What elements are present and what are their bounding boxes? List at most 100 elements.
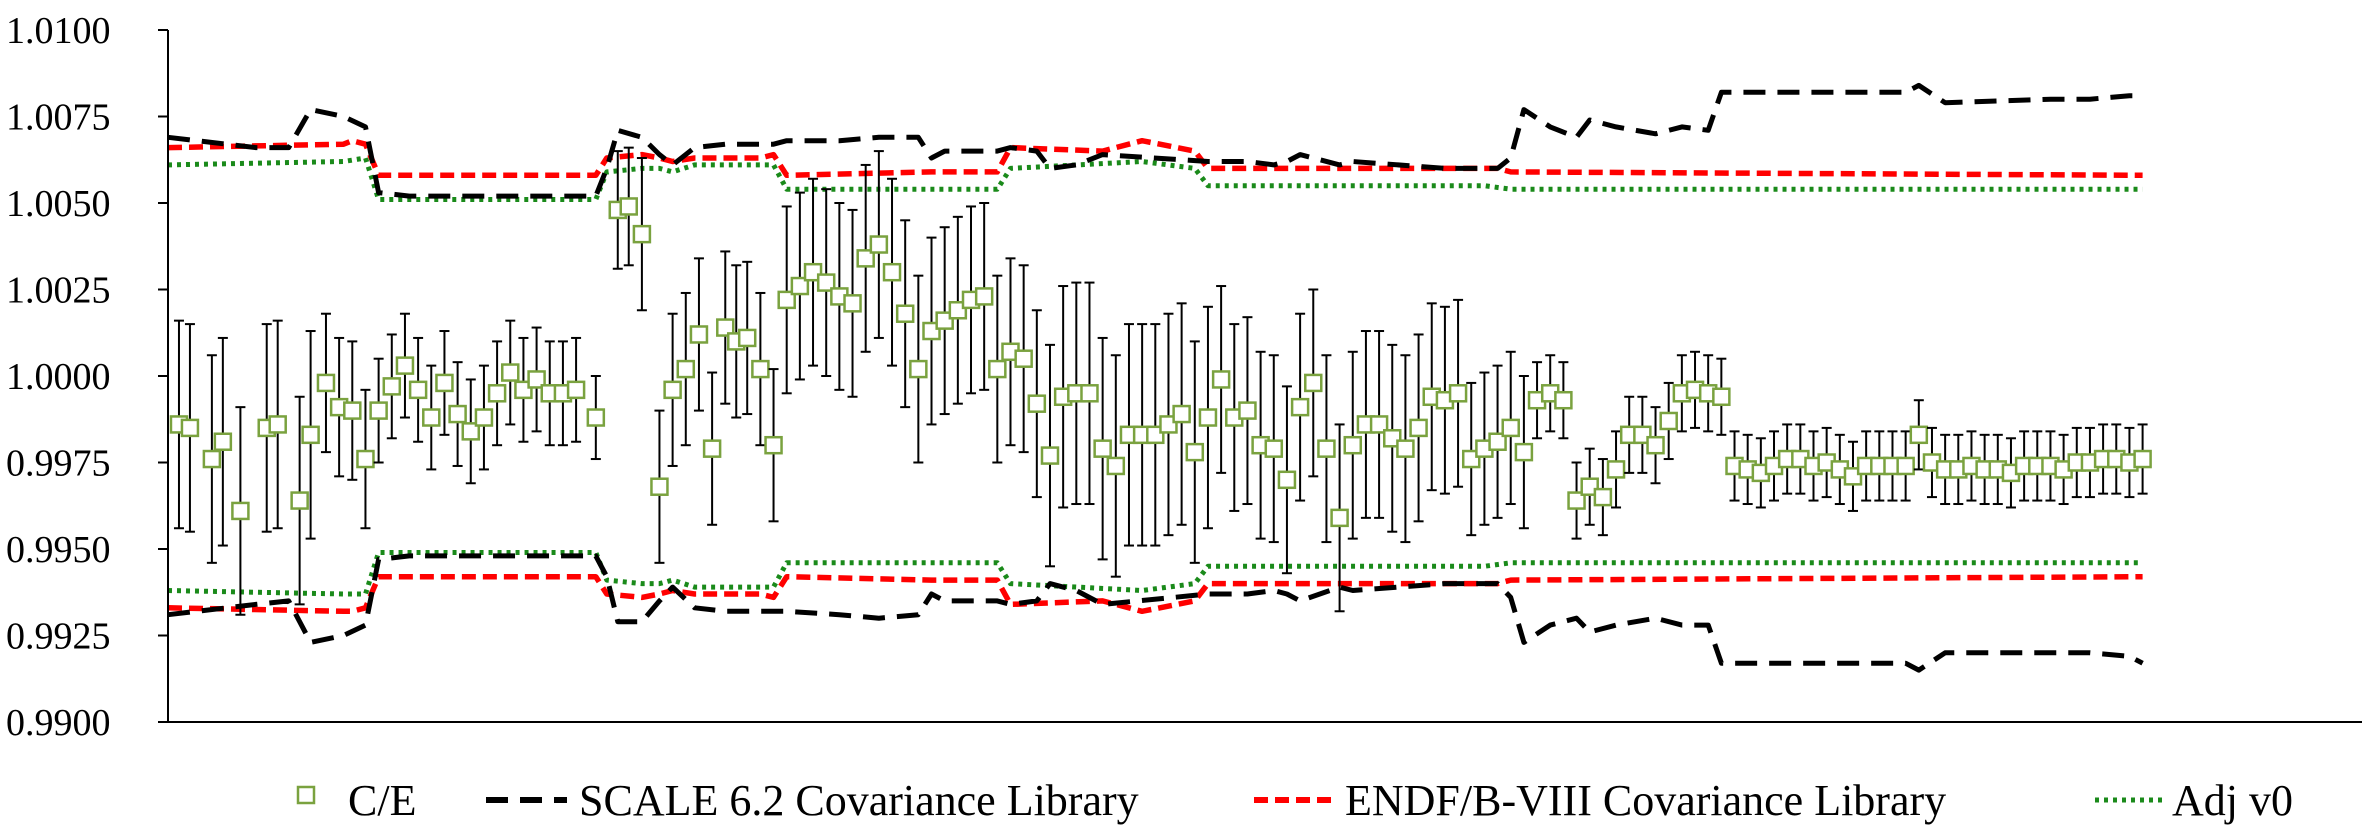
ce-marker (382, 377, 402, 396)
ce-point (1027, 309, 1047, 499)
series-layer (167, 82, 2152, 673)
ce-point (935, 226, 954, 416)
ce-marker (619, 197, 638, 216)
ce-marker (1896, 456, 1915, 476)
ce-point (1435, 305, 1455, 495)
ce-marker (1211, 370, 1231, 389)
ce-marker (1501, 418, 1520, 438)
legend-ce-label: C/E (348, 776, 416, 825)
legend-item-endf: ENDF/B-VIII Covariance Library (1254, 776, 1946, 825)
ce-point (1659, 381, 1678, 461)
ce-point (268, 319, 287, 530)
ce-point (1396, 354, 1415, 544)
ce-point (1330, 423, 1349, 613)
ce-marker (1514, 442, 1534, 462)
y-tick-label: 0.9900 (6, 702, 111, 744)
ce-marker (448, 404, 467, 424)
ce-marker (1106, 456, 1126, 476)
ce-point (382, 333, 402, 440)
ce-marker (632, 224, 652, 244)
ce-point (1383, 343, 1402, 533)
ce-point (632, 157, 652, 312)
ce-point (487, 340, 507, 447)
ce-point (1461, 381, 1481, 537)
ce-marker (737, 328, 757, 348)
ce-marker (1712, 387, 1731, 407)
ce-marker (1264, 439, 1284, 458)
legend-scale-label: SCALE 6.2 Covariance Library (579, 776, 1139, 825)
ce-point (948, 215, 968, 405)
ce-marker (527, 370, 546, 389)
ce-marker (1369, 415, 1389, 434)
ce-point (1606, 430, 1626, 509)
ce-point (909, 274, 928, 464)
ce-point (408, 336, 428, 443)
ce-point (1093, 336, 1112, 561)
ce-marker (1027, 394, 1047, 413)
ce-marker (1567, 491, 1586, 510)
ce-point (716, 250, 735, 405)
ce-point (1567, 461, 1586, 540)
ce-point (1172, 302, 1191, 526)
ce-point (895, 219, 915, 409)
ce-point (777, 205, 796, 395)
endf-upper-line (167, 137, 2143, 179)
ce-marker (487, 384, 507, 403)
ce-marker (1317, 439, 1336, 458)
ce-marker (689, 325, 709, 344)
ce-marker (1646, 435, 1665, 455)
ce-point (316, 312, 336, 454)
ce-marker (474, 408, 494, 427)
ce-point (1554, 361, 1573, 440)
ce-marker (1448, 384, 1468, 403)
ce-marker (1290, 397, 1310, 417)
ce-marker (1343, 435, 1363, 455)
endf-lower-line (167, 573, 2143, 615)
ce-marker (882, 262, 902, 282)
ce-marker (231, 501, 250, 521)
ce-point (202, 354, 222, 564)
y-tick-label: 1.0075 (6, 97, 111, 139)
ce-marker (650, 477, 669, 496)
ce-marker (461, 422, 481, 441)
ce-marker (856, 249, 875, 268)
ce-point (474, 364, 494, 471)
ce-marker (1488, 432, 1507, 451)
ce-marker (180, 418, 200, 438)
ce-point (1409, 333, 1428, 523)
ce-point (816, 188, 836, 377)
scale-lower-line (167, 553, 2144, 673)
ce-point (1277, 385, 1297, 575)
adj-upper-line (167, 155, 2143, 202)
legend-endf-label: ENDF/B-VIII Covariance Library (1345, 776, 1946, 825)
ce-point (566, 336, 586, 443)
ce-marker (1198, 408, 1218, 427)
ce-point (1014, 264, 1033, 454)
ce-point (751, 291, 770, 447)
y-tick-label: 0.9975 (6, 443, 111, 485)
ce-point (1159, 312, 1178, 537)
ce-point (343, 340, 362, 481)
ce-marker (1409, 418, 1428, 438)
ce-marker (369, 401, 388, 420)
legend-item-adj: Adj v0 (2095, 776, 2293, 825)
ce-point (1198, 305, 1218, 530)
ce-point (764, 368, 783, 523)
ce-point (1304, 288, 1323, 478)
ce-point (922, 236, 941, 426)
y-tick-label: 1.0050 (6, 183, 111, 225)
ce-point (1001, 257, 1020, 447)
ce-point (988, 274, 1007, 464)
ce-marker (343, 401, 362, 420)
ce-marker (316, 373, 336, 393)
ce-point (650, 409, 669, 564)
ce-marker (1593, 487, 1613, 507)
ce-point (1448, 298, 1468, 488)
ce-point (803, 177, 823, 367)
ce-point (1909, 399, 1929, 471)
ce-point (422, 364, 441, 471)
legend-ce-marker (296, 785, 316, 805)
ce-marker (909, 359, 928, 379)
ce-point (586, 375, 606, 461)
